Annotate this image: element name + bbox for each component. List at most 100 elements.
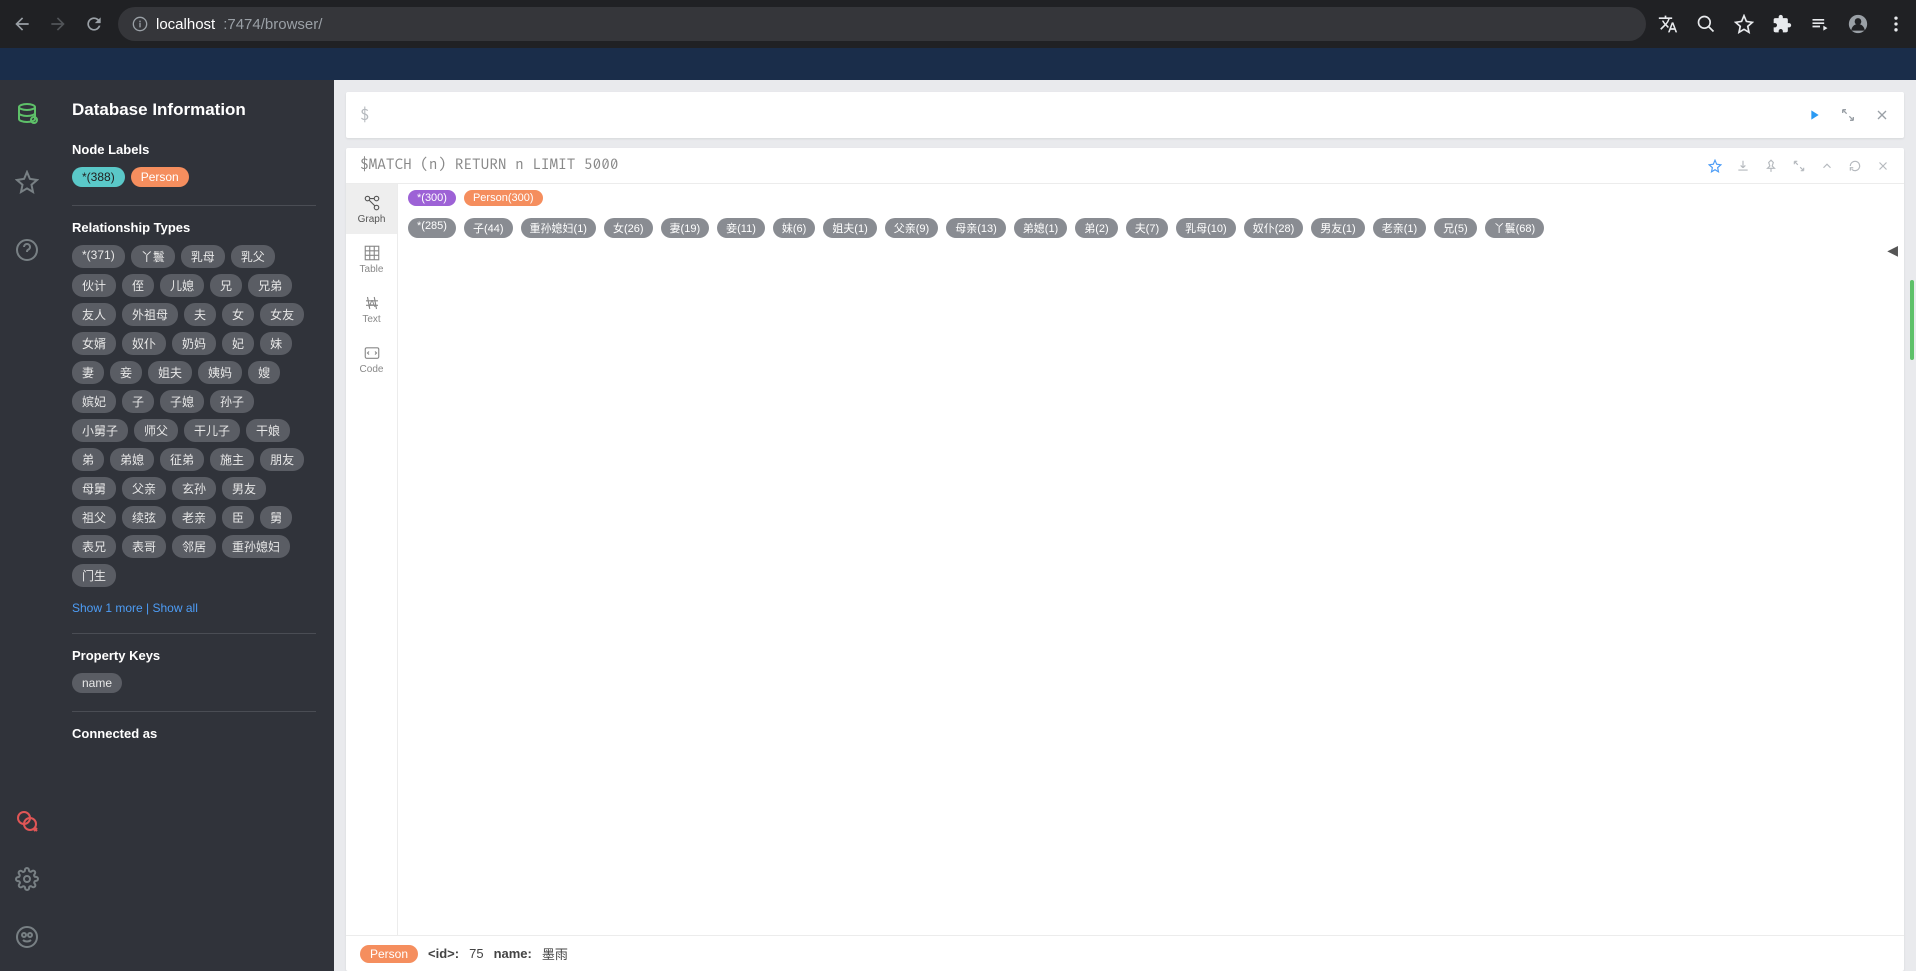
filter-rel-pill[interactable]: 弟(2)	[1075, 218, 1117, 238]
rel-pill[interactable]: 干娘	[246, 419, 290, 442]
settings-icon[interactable]	[13, 865, 41, 893]
graph-area[interactable]: *(300)Person(300) *(285)子(44)重孙媳妇(1)女(26…	[398, 184, 1904, 935]
rel-pill[interactable]: 舅	[260, 506, 292, 529]
prop-pill[interactable]: name	[72, 673, 122, 693]
filter-pill[interactable]: Person(300)	[464, 190, 543, 206]
download-icon[interactable]	[1736, 159, 1750, 173]
rel-pill[interactable]: 妻	[72, 361, 104, 384]
filter-rel-pill[interactable]: 奴仆(28)	[1244, 218, 1304, 238]
rel-pill[interactable]: 兄	[210, 274, 242, 297]
query-editor[interactable]: $	[346, 92, 1904, 138]
rel-pill[interactable]: 乳父	[231, 245, 275, 268]
chevron-left-icon[interactable]: ◀	[1887, 242, 1898, 259]
filter-rel-pill[interactable]: 母亲(13)	[946, 218, 1006, 238]
rel-pill[interactable]: 父亲	[122, 477, 166, 500]
forward-button[interactable]	[46, 12, 70, 36]
rel-pill[interactable]: 友人	[72, 303, 116, 326]
rel-pill[interactable]: 妃	[222, 332, 254, 355]
rel-pill[interactable]: 祖父	[72, 506, 116, 529]
filter-pill[interactable]: *(300)	[408, 190, 456, 206]
rel-pill[interactable]: 玄孙	[172, 477, 216, 500]
rel-pill[interactable]: 重孙媳妇	[222, 535, 290, 558]
rel-pill[interactable]: 臣	[222, 506, 254, 529]
collapse-up-icon[interactable]	[1820, 159, 1834, 173]
view-tab-code[interactable]: Code	[346, 334, 397, 384]
filter-rel-pill[interactable]: 妾(11)	[717, 218, 765, 238]
menu-icon[interactable]	[1886, 14, 1906, 34]
rel-pill[interactable]: 表哥	[122, 535, 166, 558]
rel-pill[interactable]: 女友	[260, 303, 304, 326]
view-tab-table[interactable]: Table	[346, 234, 397, 284]
filter-rel-pill[interactable]: 弟媳(1)	[1014, 218, 1067, 238]
rel-pill[interactable]: 奴仆	[122, 332, 166, 355]
rel-pill[interactable]: 子	[122, 390, 154, 413]
rel-pill[interactable]: *(371)	[72, 245, 125, 268]
rel-pill[interactable]: 外祖母	[122, 303, 178, 326]
rel-pill[interactable]: 儿媳	[160, 274, 204, 297]
rel-pill[interactable]: 伙计	[72, 274, 116, 297]
database-icon[interactable]	[13, 100, 41, 128]
extension-icon[interactable]	[1772, 14, 1792, 34]
rel-pill[interactable]: 男友	[222, 477, 266, 500]
fullscreen-icon[interactable]	[1792, 159, 1806, 173]
show-more-link[interactable]: Show 1 more	[72, 601, 143, 615]
rel-pill[interactable]: 弟媳	[110, 448, 154, 471]
filter-rel-pill[interactable]: 妻(19)	[661, 218, 710, 238]
filter-rel-pill[interactable]: 夫(7)	[1126, 218, 1168, 238]
sync-error-icon[interactable]	[13, 807, 41, 835]
filter-rel-pill[interactable]: 老亲(1)	[1373, 218, 1426, 238]
rel-pill[interactable]: 嫂	[248, 361, 280, 384]
rel-pill[interactable]: 朋友	[260, 448, 304, 471]
rel-pill[interactable]: 师父	[134, 419, 178, 442]
rel-pill[interactable]: 乳母	[181, 245, 225, 268]
rel-pill[interactable]: 子媳	[160, 390, 204, 413]
profile-icon[interactable]	[1848, 14, 1868, 34]
filter-rel-pill[interactable]: 男友(1)	[1311, 218, 1364, 238]
rerun-icon[interactable]	[1848, 159, 1862, 173]
rel-pill[interactable]: 施主	[210, 448, 254, 471]
rel-pill[interactable]: 女婿	[72, 332, 116, 355]
star-icon[interactable]	[1734, 14, 1754, 34]
favorites-icon[interactable]	[13, 168, 41, 196]
show-all-link[interactable]: Show all	[153, 601, 198, 615]
expand-icon[interactable]	[1840, 107, 1856, 123]
rel-pill[interactable]: 孙子	[210, 390, 254, 413]
filter-rel-pill[interactable]: 女(26)	[604, 218, 653, 238]
help-icon[interactable]	[13, 236, 41, 264]
rel-pill[interactable]: 续弦	[122, 506, 166, 529]
rel-pill[interactable]: 姐夫	[148, 361, 192, 384]
rel-pill[interactable]: 丫鬟	[131, 245, 175, 268]
filter-rel-pill[interactable]: 兄(5)	[1434, 218, 1476, 238]
filter-rel-pill[interactable]: 重孙媳妇(1)	[521, 218, 596, 238]
rel-pill[interactable]: 侄	[122, 274, 154, 297]
translate-icon[interactable]	[1658, 14, 1678, 34]
rel-pill[interactable]: 奶妈	[172, 332, 216, 355]
rel-pill[interactable]: 小舅子	[72, 419, 128, 442]
rel-pill[interactable]: 邻居	[172, 535, 216, 558]
filter-rel-pill[interactable]: 父亲(9)	[885, 218, 938, 238]
label-pill[interactable]: *(388)	[72, 167, 125, 187]
filter-rel-pill[interactable]: *(285)	[408, 218, 456, 238]
pin-icon[interactable]	[1764, 159, 1778, 173]
back-button[interactable]	[10, 12, 34, 36]
rel-pill[interactable]: 妾	[110, 361, 142, 384]
filter-rel-pill[interactable]: 妹(6)	[773, 218, 815, 238]
rel-pill[interactable]: 妹	[260, 332, 292, 355]
rel-pill[interactable]: 女	[222, 303, 254, 326]
close-icon[interactable]	[1874, 107, 1890, 123]
rel-pill[interactable]: 兄弟	[248, 274, 292, 297]
filter-rel-pill[interactable]: 丫鬟(68)	[1485, 218, 1545, 238]
rel-pill[interactable]: 嫔妃	[72, 390, 116, 413]
inspector-label-pill[interactable]: Person	[360, 945, 418, 963]
reload-button[interactable]	[82, 12, 106, 36]
rel-pill[interactable]: 姨妈	[198, 361, 242, 384]
rel-pill[interactable]: 干儿子	[184, 419, 240, 442]
address-bar[interactable]: localhost:7474/browser/	[118, 7, 1646, 41]
rel-pill[interactable]: 门生	[72, 564, 116, 587]
rel-pill[interactable]: 表兄	[72, 535, 116, 558]
zoom-icon[interactable]	[1696, 14, 1716, 34]
rel-pill[interactable]: 征弟	[160, 448, 204, 471]
rel-pill[interactable]: 母舅	[72, 477, 116, 500]
filter-rel-pill[interactable]: 乳母(10)	[1176, 218, 1236, 238]
rel-pill[interactable]: 老亲	[172, 506, 216, 529]
